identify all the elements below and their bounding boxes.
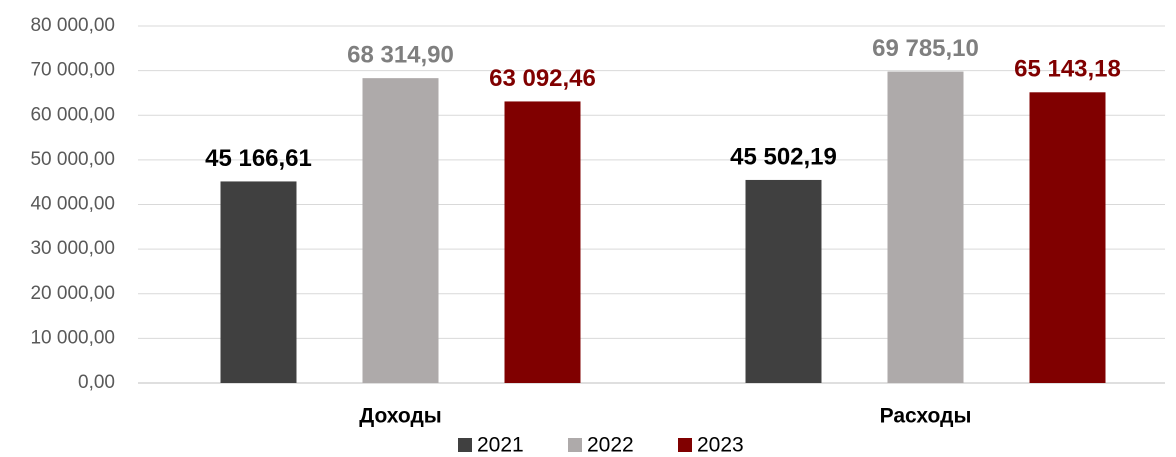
legend-label: 2023	[697, 434, 744, 457]
y-tick-label: 30 000,00	[30, 238, 115, 259]
bar	[1029, 92, 1106, 384]
data-label: 69 785,10	[872, 35, 979, 62]
y-tick-label: 80 000,00	[30, 15, 115, 36]
x-tick-label: Доходы	[359, 405, 442, 428]
y-tick-label: 20 000,00	[30, 283, 115, 304]
legend-label: 2022	[587, 434, 634, 457]
bar	[745, 179, 822, 383]
y-tick-label: 0,00	[78, 372, 115, 393]
data-label: 45 166,61	[205, 145, 312, 172]
x-tick-label: Расходы	[880, 405, 972, 428]
data-label: 68 314,90	[347, 41, 454, 68]
data-label: 65 143,18	[1014, 56, 1121, 83]
data-label: 45 502,19	[730, 143, 837, 170]
y-tick-label: 10 000,00	[30, 327, 115, 348]
legend-swatch	[458, 438, 472, 452]
bar	[887, 71, 964, 384]
legend-swatch	[678, 438, 692, 452]
y-tick-label: 50 000,00	[30, 149, 115, 170]
y-tick-label: 60 000,00	[30, 104, 115, 125]
bar	[220, 181, 297, 383]
legend-label: 2021	[477, 434, 524, 457]
bar	[362, 78, 439, 383]
y-tick-label: 70 000,00	[30, 60, 115, 81]
data-label: 63 092,46	[489, 65, 596, 92]
y-tick-label: 40 000,00	[30, 194, 115, 215]
bar	[504, 101, 581, 384]
legend-swatch	[568, 438, 582, 452]
